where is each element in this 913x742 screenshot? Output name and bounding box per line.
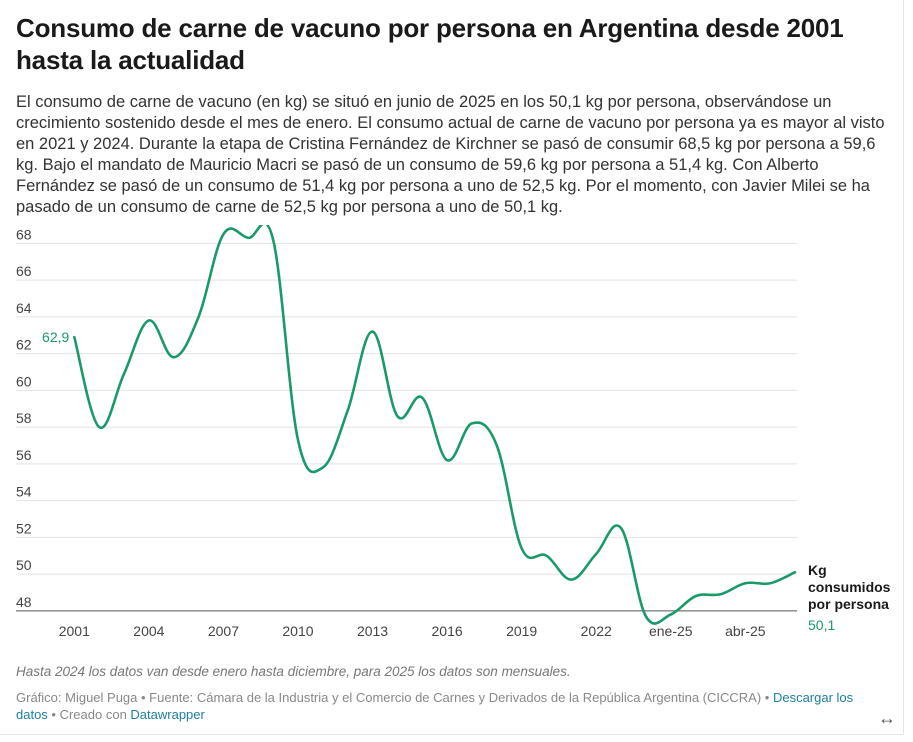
y-tick-label: 56: [16, 447, 32, 463]
data-point-2013[interactable]: [370, 329, 376, 335]
data-point-2017[interactable]: [469, 420, 475, 426]
y-tick-label: 60: [16, 373, 32, 389]
data-point-2020[interactable]: [544, 553, 550, 559]
end-value-label: 50,1: [808, 617, 835, 633]
y-tick-label: 66: [16, 263, 32, 279]
data-point-2014[interactable]: [394, 413, 400, 419]
x-axis-labels: 2001 2004 2007 2010 2013 2016 2019 2022 ene-25 ab…: [59, 623, 766, 639]
data-point-2021[interactable]: [568, 577, 574, 583]
x-tick-label: 2013: [357, 623, 388, 639]
x-tick-label: 2001: [59, 623, 90, 639]
data-point-may-25[interactable]: [767, 580, 773, 586]
chart-description: El consumo de carne de vacuno (en kg) se…: [16, 93, 885, 216]
data-point-2008[interactable]: [245, 235, 251, 241]
data-point-2007[interactable]: [220, 231, 226, 237]
series-label-line: Kg: [808, 562, 827, 578]
data-point-mar-25[interactable]: [717, 591, 723, 597]
data-point-2002[interactable]: [96, 424, 102, 430]
x-tick-label: abr-25: [725, 623, 766, 639]
data-point-feb-25[interactable]: [693, 593, 699, 599]
x-tick-label: 2007: [208, 623, 239, 639]
data-point-2009[interactable]: [270, 237, 276, 243]
series-label-line: consumidos: [808, 579, 891, 595]
data-point-2010[interactable]: [295, 437, 301, 443]
series-line: [73, 225, 797, 625]
x-tick-label: ene-25: [649, 623, 693, 639]
data-point-2011[interactable]: [320, 465, 326, 471]
data-point-2022[interactable]: [593, 551, 599, 557]
credits-created-with: • Creado con: [47, 707, 131, 722]
chart-credits: Gráfico: Miguel Puga • Fuente: Cámara de…: [16, 689, 888, 723]
data-point-2001[interactable]: [71, 334, 77, 340]
y-axis-labels: 48 50 52 54 56 58 60 62 64 66 68: [16, 226, 32, 609]
data-point-2015[interactable]: [419, 395, 425, 401]
y-tick-label: 52: [16, 520, 32, 536]
data-point-abr-25[interactable]: [742, 580, 748, 586]
data-point-2003[interactable]: [121, 371, 127, 377]
data-point-jun-25[interactable]: [792, 569, 798, 575]
data-point-2006[interactable]: [196, 314, 202, 320]
y-tick-label: 50: [16, 557, 32, 573]
expand-icon[interactable]: ↔: [878, 708, 896, 728]
data-point-2005[interactable]: [171, 354, 177, 360]
y-tick-label: 58: [16, 410, 32, 426]
data-points: [71, 231, 798, 619]
datawrapper-link[interactable]: Datawrapper: [130, 707, 205, 722]
chart-note: Hasta 2024 los datos van desde enero has…: [16, 664, 571, 679]
data-point-2018[interactable]: [494, 442, 500, 448]
series-label-line: por persona: [808, 596, 889, 612]
x-tick-label: 2019: [506, 623, 537, 639]
data-point-2012[interactable]: [345, 408, 351, 414]
y-tick-label: 54: [16, 484, 32, 500]
data-point-2024[interactable]: [643, 613, 649, 619]
x-tick-label: 2016: [432, 623, 463, 639]
data-point-2016[interactable]: [444, 457, 450, 463]
x-tick-label: 2022: [581, 623, 612, 639]
y-gridlines: [16, 242, 797, 612]
download-data-link[interactable]: Descargar los datos: [16, 690, 854, 722]
y-tick-label: 64: [16, 300, 32, 316]
data-point-2019[interactable]: [519, 545, 525, 551]
credits-source: Gráfico: Miguel Puga • Fuente: Cámara de…: [16, 690, 773, 705]
start-value-label: 62,9: [42, 329, 69, 345]
x-tick-label: 2004: [133, 623, 164, 639]
x-tick-label: 2010: [282, 623, 313, 639]
y-tick-label: 68: [16, 226, 32, 242]
data-point-2004[interactable]: [146, 318, 152, 324]
data-point-ene-25[interactable]: [668, 611, 674, 617]
series-end-label: Kg consumidos por persona: [808, 562, 894, 612]
data-point-2023[interactable]: [618, 525, 624, 531]
page-title: Consumo de carne de vacuno por persona e…: [16, 13, 844, 75]
y-tick-label: 48: [16, 594, 32, 610]
y-tick-label: 62: [16, 337, 32, 353]
